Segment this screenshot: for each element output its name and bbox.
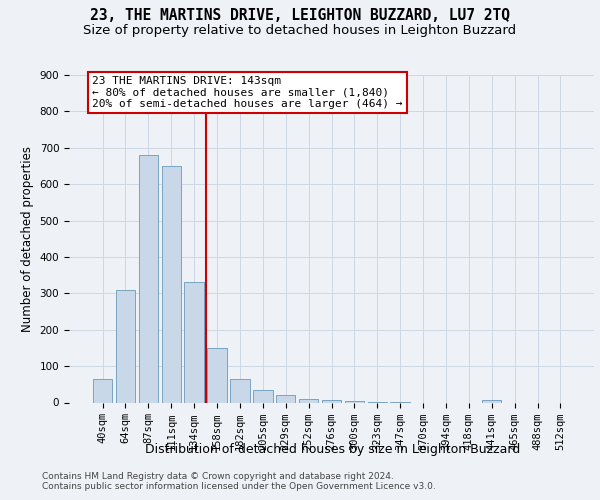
Bar bbox=[253, 390, 272, 402]
Bar bbox=[276, 395, 295, 402]
Bar bbox=[299, 399, 319, 402]
Bar bbox=[139, 155, 158, 402]
Bar bbox=[230, 379, 250, 402]
Bar bbox=[116, 290, 135, 403]
Bar bbox=[344, 401, 364, 402]
Bar bbox=[184, 282, 204, 403]
Text: 23 THE MARTINS DRIVE: 143sqm
← 80% of detached houses are smaller (1,840)
20% of: 23 THE MARTINS DRIVE: 143sqm ← 80% of de… bbox=[92, 76, 403, 110]
Bar bbox=[322, 400, 341, 402]
Bar bbox=[161, 166, 181, 402]
Bar bbox=[482, 400, 502, 402]
Text: 23, THE MARTINS DRIVE, LEIGHTON BUZZARD, LU7 2TQ: 23, THE MARTINS DRIVE, LEIGHTON BUZZARD,… bbox=[90, 8, 510, 22]
Text: Size of property relative to detached houses in Leighton Buzzard: Size of property relative to detached ho… bbox=[83, 24, 517, 37]
Bar bbox=[208, 348, 227, 403]
Bar bbox=[93, 379, 112, 402]
Y-axis label: Number of detached properties: Number of detached properties bbox=[21, 146, 34, 332]
Text: Contains public sector information licensed under the Open Government Licence v3: Contains public sector information licen… bbox=[42, 482, 436, 491]
Text: Distribution of detached houses by size in Leighton Buzzard: Distribution of detached houses by size … bbox=[145, 442, 521, 456]
Text: Contains HM Land Registry data © Crown copyright and database right 2024.: Contains HM Land Registry data © Crown c… bbox=[42, 472, 394, 481]
